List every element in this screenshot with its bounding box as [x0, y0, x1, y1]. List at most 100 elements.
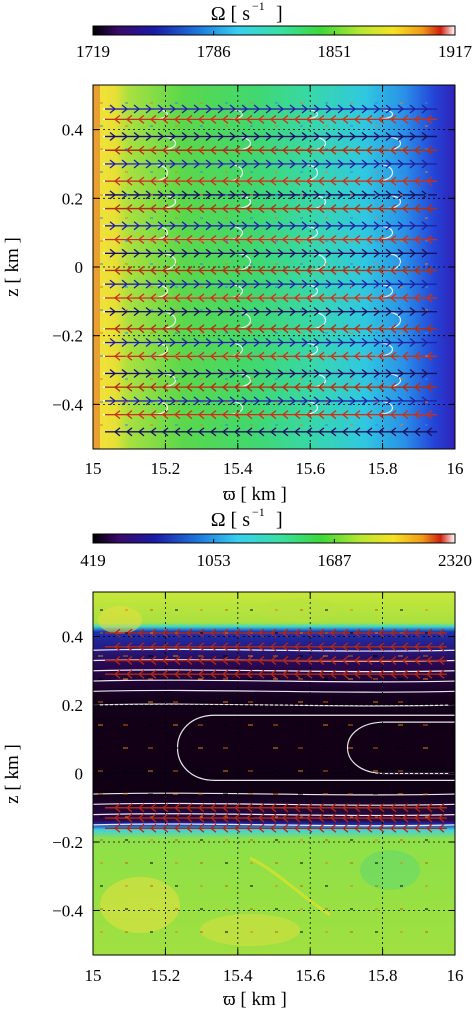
vector-arrow: [169, 159, 177, 169]
vector-arrow: [125, 204, 133, 214]
vector-arrow: [265, 279, 273, 289]
vector-arrow: [289, 279, 297, 289]
vector-arrow: [157, 132, 165, 142]
vector-arrow: [425, 293, 433, 303]
vector-arrow: [113, 642, 121, 652]
vector-arrow: [109, 159, 117, 169]
vector-arrow: [133, 159, 141, 169]
vector-arrow: [397, 338, 405, 348]
vector-arrow: [245, 642, 253, 652]
vector-arrow: [161, 642, 169, 652]
vector-arrow: [109, 279, 117, 289]
vector-arrow: [181, 396, 189, 406]
vector-arrow: [409, 307, 417, 317]
vector-arrow: [389, 427, 397, 437]
vector-arrow: [349, 190, 357, 200]
vector-arrow: [157, 396, 165, 406]
vector-arrow: [365, 642, 373, 652]
vector-arrow: [137, 204, 145, 214]
vector-arrow: [353, 235, 361, 245]
vector-arrow: [269, 427, 277, 437]
vector-arrow: [341, 293, 349, 303]
vector-arrow: [413, 803, 421, 813]
vector-arrow: [397, 221, 405, 231]
vector-arrow: [389, 293, 397, 303]
vector-arrow: [277, 307, 285, 317]
vector-arrow: [353, 145, 361, 155]
vector-arrow: [149, 176, 157, 186]
vector-arrow: [289, 190, 297, 200]
vector-arrow: [361, 132, 369, 142]
vector-arrow: [401, 176, 409, 186]
vector-arrow: [181, 307, 189, 317]
vector-arrow: [197, 293, 205, 303]
vector-arrow: [413, 324, 421, 334]
vector-arrow: [421, 368, 429, 378]
vector-arrow: [401, 382, 409, 392]
chart-bottom: Ω [ s −1 ] 419 1053 1687 2320 15 15.2 15.4 15.…: [2, 505, 472, 1010]
vector-arrow: [389, 669, 397, 679]
y-tick-label: 0.2: [62, 696, 83, 715]
vector-arrow: [377, 265, 385, 275]
vector-arrow: [181, 279, 189, 289]
vector-arrow: [385, 279, 393, 289]
vector-arrow: [317, 382, 325, 392]
vector-arrow: [341, 265, 349, 275]
vector-arrow: [365, 410, 373, 420]
vector-arrow: [361, 248, 369, 258]
vector-arrow: [161, 382, 169, 392]
vector-arrow: [365, 628, 373, 638]
vector-arrow: [269, 803, 277, 813]
vector-arrow: [125, 293, 133, 303]
vector-arrow: [245, 351, 253, 361]
vector-arrow: [209, 823, 217, 833]
vector-arrow: [397, 279, 405, 289]
vector-arrow: [409, 132, 417, 142]
streamline: [92, 689, 456, 693]
vector-arrow: [205, 132, 213, 142]
vector-arrow: [269, 265, 277, 275]
vector-arrow: [305, 427, 313, 437]
vector-arrow: [169, 132, 177, 142]
x-axis-label-top: ϖ [ km ]: [223, 484, 287, 505]
vector-arrow: [281, 204, 289, 214]
vector-arrow: [385, 368, 393, 378]
vector-arrow: [361, 396, 369, 406]
vector-arrow: [281, 813, 289, 823]
vector-arrow: [413, 265, 421, 275]
vector-arrow: [305, 204, 313, 214]
vector-arrow: [421, 338, 429, 348]
vector-arrow: [277, 338, 285, 348]
vector-arrow: [397, 104, 405, 114]
vector-arrow: [313, 159, 321, 169]
vector-arrow: [229, 132, 237, 142]
vector-arrow: [293, 669, 301, 679]
y-axis-label-top: z [ km ]: [2, 237, 23, 297]
x-tick-label: 15.4: [223, 966, 253, 985]
x-tick-label: 15.6: [295, 459, 325, 478]
vector-arrow: [125, 655, 133, 665]
vector-arrow: [269, 293, 277, 303]
vector-arrow: [197, 427, 205, 437]
vector-arrow: [265, 159, 273, 169]
vector-arrow: [113, 176, 121, 186]
vector-arrow: [401, 669, 409, 679]
vector-arrow: [365, 813, 373, 823]
vector-arrow: [245, 293, 253, 303]
vector-arrow: [401, 410, 409, 420]
vector-arrow: [373, 307, 381, 317]
vector-arrow: [197, 382, 205, 392]
vector-arrow: [113, 628, 121, 638]
vector-arrow: [413, 813, 421, 823]
vector-arrow: [325, 248, 333, 258]
vector-arrow: [293, 351, 301, 361]
x-axis-label-bottom: ϖ [ km ]: [223, 989, 287, 1010]
vector-arrow: [233, 803, 241, 813]
vector-arrow: [389, 382, 397, 392]
vector-arrow: [137, 176, 145, 186]
vector-arrow: [109, 396, 117, 406]
vector-arrow: [377, 204, 385, 214]
vector-arrow: [185, 293, 193, 303]
vector-arrow: [413, 669, 421, 679]
vector-arrow: [293, 265, 301, 275]
